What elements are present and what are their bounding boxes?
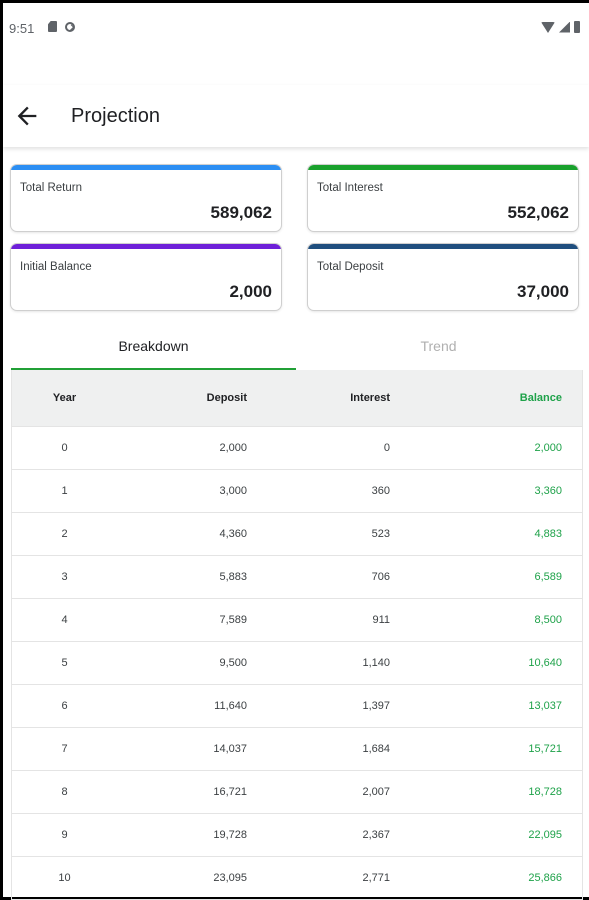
cell-deposit: 7,589	[219, 614, 247, 626]
cell-year: 0	[61, 442, 68, 454]
total-return-value: 589,062	[210, 203, 272, 222]
table-header: Year Deposit Interest Balance	[12, 370, 582, 427]
back-button[interactable]	[13, 102, 41, 130]
table-row: 10 23,095 2,771 25,866	[12, 857, 582, 900]
page-title: Projection	[71, 105, 160, 127]
cell-interest: 2,367	[362, 829, 390, 841]
total-deposit-label: Total Deposit	[317, 261, 384, 273]
cell-deposit: 16,721	[213, 786, 247, 798]
cell-balance: 22,095	[528, 829, 562, 841]
cell-deposit: 9,500	[219, 657, 247, 669]
cell-interest: 1,140	[362, 657, 390, 669]
cell-year: 4	[61, 614, 68, 626]
signal-icon	[559, 21, 570, 33]
battery-icon	[574, 21, 580, 33]
cell-deposit: 5,883	[219, 571, 247, 583]
status-time: 9:51	[9, 21, 35, 36]
cell-interest: 2,771	[362, 872, 390, 884]
cell-balance: 4,883	[534, 528, 562, 540]
cell-interest: 1,684	[362, 743, 390, 755]
header-year: Year	[52, 392, 77, 404]
app-bar: Projection	[3, 85, 589, 147]
cell-balance: 13,037	[528, 700, 562, 712]
total-deposit-value: 37,000	[517, 282, 569, 301]
sync-icon	[65, 21, 75, 32]
card-accent	[308, 165, 578, 170]
total-interest-label: Total Interest	[317, 182, 383, 194]
cell-balance: 10,640	[528, 657, 562, 669]
cell-interest: 523	[371, 528, 390, 540]
initial-balance-card: Initial Balance 2,000	[11, 244, 281, 310]
total-return-label: Total Return	[20, 182, 83, 194]
total-return-card: Total Return 589,062	[11, 165, 281, 231]
tab-trend[interactable]: Trend	[420, 338, 457, 354]
cell-interest: 360	[371, 485, 390, 497]
arrow-back-icon	[17, 106, 37, 126]
cell-deposit: 11,640	[214, 700, 247, 712]
cell-year: 8	[61, 786, 68, 798]
cell-balance: 3,360	[534, 485, 562, 497]
header-deposit: Deposit	[206, 392, 247, 404]
table-row: 1 3,000 360 3,360	[12, 470, 582, 513]
cell-year: 9	[61, 829, 68, 841]
cell-balance: 18,728	[528, 786, 562, 798]
cell-year: 2	[61, 528, 68, 540]
cell-deposit: 3,000	[219, 485, 247, 497]
cell-deposit: 19,728	[213, 829, 247, 841]
cell-interest: 706	[371, 571, 390, 583]
table-row: 0 2,000 0 2,000	[12, 427, 582, 470]
initial-balance-value: 2,000	[229, 282, 272, 301]
table-row: 6 11,640 1,397 13,037	[12, 685, 582, 728]
header-balance: Balance	[519, 392, 562, 404]
cell-deposit: 14,037	[213, 743, 247, 755]
table-row: 9 19,728 2,367 22,095	[12, 814, 582, 857]
tab-bar: Breakdown Trend	[11, 325, 581, 371]
header-interest: Interest	[350, 392, 390, 404]
cell-balance: 15,721	[528, 743, 562, 755]
sd-card-icon	[48, 21, 57, 32]
cell-balance: 2,000	[534, 442, 562, 454]
table-row: 5 9,500 1,140 10,640	[12, 642, 582, 685]
cell-year: 3	[61, 571, 68, 583]
status-icons-left	[48, 21, 75, 32]
table-row: 3 5,883 706 6,589	[12, 556, 582, 599]
cell-balance: 25,866	[528, 872, 562, 884]
table-row: 7 14,037 1,684 15,721	[12, 728, 582, 771]
card-accent	[11, 244, 281, 249]
cell-year: 1	[61, 485, 68, 497]
cell-interest: 1,397	[362, 700, 390, 712]
wifi-icon	[541, 21, 555, 33]
projection-table: Year Deposit Interest Balance 0 2,000 0 …	[11, 370, 583, 900]
table-row: 4 7,589 911 8,500	[12, 599, 582, 642]
card-accent	[11, 165, 281, 170]
table-row: 8 16,721 2,007 18,728	[12, 771, 582, 814]
total-deposit-card: Total Deposit 37,000	[308, 244, 578, 310]
cell-year: 6	[61, 700, 68, 712]
tab-breakdown[interactable]: Breakdown	[11, 325, 296, 371]
cell-deposit: 2,000	[219, 442, 247, 454]
cell-balance: 6,589	[534, 571, 562, 583]
initial-balance-label: Initial Balance	[20, 261, 92, 273]
cell-year: 5	[61, 657, 68, 669]
cell-year: 7	[61, 743, 68, 755]
cell-interest: 911	[372, 614, 390, 626]
card-accent	[308, 244, 578, 249]
cell-interest: 2,007	[362, 786, 390, 798]
total-interest-card: Total Interest 552,062	[308, 165, 578, 231]
status-bar: 9:51	[3, 3, 589, 53]
total-interest-value: 552,062	[507, 203, 569, 222]
cell-deposit: 4,360	[219, 528, 247, 540]
cell-year: 10	[58, 872, 71, 884]
cell-deposit: 23,095	[213, 872, 247, 884]
cell-interest: 0	[383, 442, 390, 454]
status-icons-right	[541, 21, 580, 33]
cell-balance: 8,500	[534, 614, 562, 626]
table-row: 2 4,360 523 4,883	[12, 513, 582, 556]
